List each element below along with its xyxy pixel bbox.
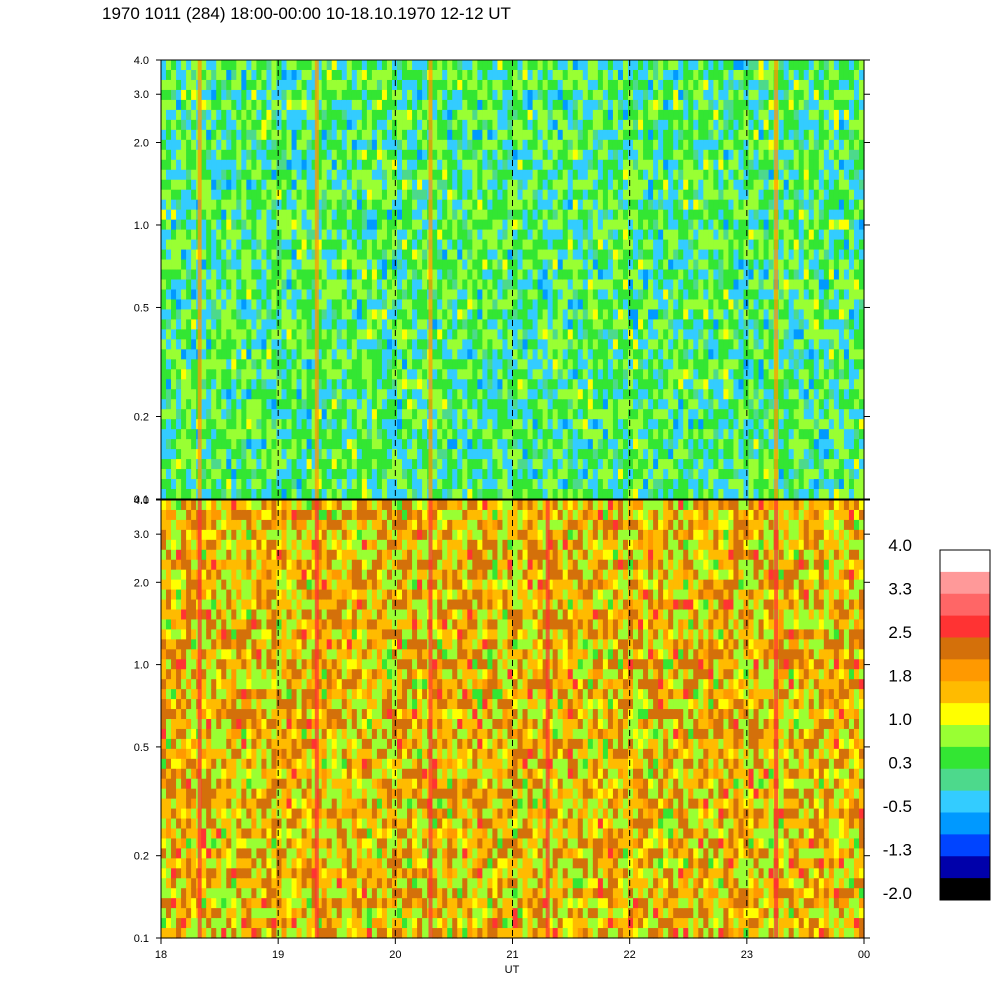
y-tick-label: 4.0 (134, 55, 149, 67)
colorbar-swatch (940, 768, 990, 792)
heatmap-cells (161, 60, 865, 500)
y-tick-label: 4.0 (134, 495, 149, 507)
y-tick-label: 1.0 (134, 660, 149, 672)
y-tick-label: 2.0 (134, 137, 149, 149)
y-tick-label: 3.0 (134, 529, 149, 541)
colorbar-label: -1.3 (883, 841, 912, 860)
colorbar-swatch (940, 593, 990, 617)
event-streak (774, 500, 779, 938)
event-streak (197, 60, 202, 499)
colorbar-swatch (940, 550, 990, 573)
colorbar-swatch (940, 571, 990, 595)
colorbar-swatch (940, 703, 990, 726)
colorbar: 4.0 3.3 2.5 1.8 1.0 0.3 -0.5 -1.3 -2.0 (883, 536, 991, 903)
event-streak (428, 60, 433, 499)
colorbar-swatch (940, 812, 990, 835)
colorbar-swatch (940, 637, 990, 660)
x-tick-label: 19 (272, 949, 284, 961)
event-streak (774, 60, 779, 499)
y-tick-label: 0.1 (134, 933, 149, 945)
colorbar-swatch (940, 725, 990, 748)
colorbar-swatch (940, 615, 990, 638)
colorbar-label: 2.5 (888, 623, 912, 642)
upper-panel: 0.1 0.2 0.5 1.0 2.0 3.0 4.0 (134, 55, 870, 506)
colorbar-label: 4.0 (888, 536, 912, 555)
event-streak (428, 500, 433, 938)
chart-title: 1970 1011 (284) 18:00-00:00 10-18.10.197… (102, 4, 511, 23)
colorbar-swatch (940, 681, 990, 704)
x-tick-label: 20 (389, 949, 401, 961)
colorbar-swatch (940, 878, 990, 901)
x-axis-label: UT (505, 964, 520, 976)
event-streak (314, 500, 319, 938)
x-tick-label: 00 (858, 949, 870, 961)
y-tick-label: 2.0 (134, 577, 149, 589)
event-streak (314, 60, 319, 499)
colorbar-label: 1.0 (888, 710, 912, 729)
heatmap-cells (161, 500, 865, 939)
colorbar-swatch (940, 659, 990, 682)
colorbar-label: 0.3 (888, 754, 912, 773)
x-tick-label: 18 (155, 949, 167, 961)
y-tick-label: 0.2 (134, 851, 149, 863)
x-tick-label: 23 (741, 949, 753, 961)
x-tick-label: 21 (506, 949, 518, 961)
y-tick-label: 0.2 (134, 412, 149, 424)
y-tick-label: 3.0 (134, 89, 149, 101)
colorbar-label: -2.0 (883, 884, 912, 903)
colorbar-swatch (940, 856, 990, 879)
colorbar-swatch (940, 790, 990, 813)
lower-panel: 0.1 0.2 0.5 1.0 2.0 3.0 4.0 (134, 495, 870, 945)
colorbar-swatch (940, 834, 990, 857)
x-tick-label: 22 (624, 949, 636, 961)
y-tick-label: 0.5 (134, 742, 149, 754)
colorbar-swatch (940, 746, 990, 770)
colorbar-label: 1.8 (888, 667, 912, 686)
y-tick-label: 0.1 (134, 494, 149, 506)
y-tick-label: 1.0 (134, 220, 149, 232)
event-streak (545, 500, 550, 938)
y-tick-label: 0.5 (134, 302, 149, 314)
x-axis: 18 19 20 21 22 23 00 (155, 938, 870, 961)
colorbar-label: 3.3 (888, 580, 912, 599)
event-streak (197, 500, 202, 938)
colorbar-label: -0.5 (883, 797, 912, 816)
colorbar-frame (939, 549, 991, 901)
